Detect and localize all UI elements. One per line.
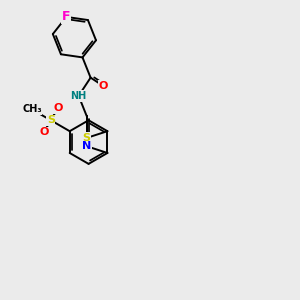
Text: NH: NH (70, 91, 87, 101)
Text: O: O (39, 127, 49, 137)
Text: F: F (62, 11, 70, 23)
Text: S: S (83, 133, 91, 143)
Text: O: O (53, 103, 62, 113)
Text: O: O (98, 81, 108, 91)
Text: S: S (47, 115, 55, 125)
Text: N: N (82, 141, 91, 151)
Text: CH₃: CH₃ (22, 104, 42, 114)
